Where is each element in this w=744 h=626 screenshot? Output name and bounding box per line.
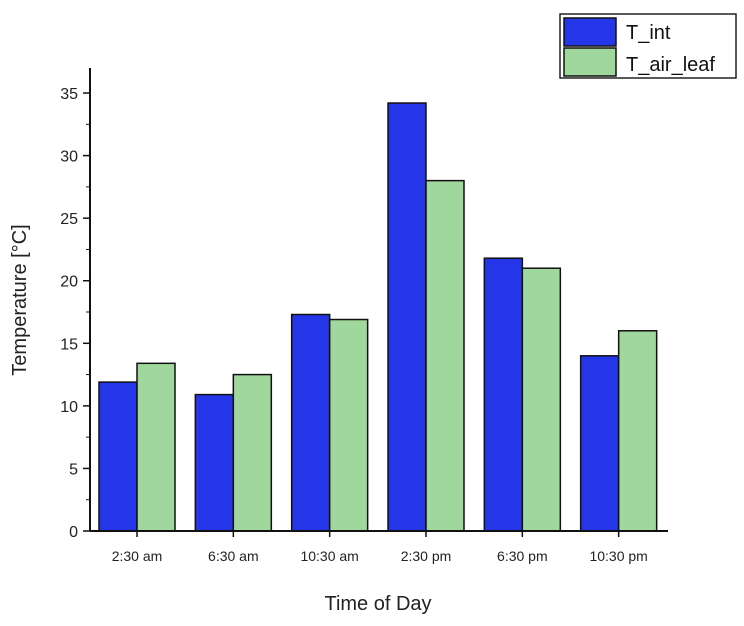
axes-group [89,68,668,532]
bar-t-int-5 [579,355,620,532]
ticks-group: 0 5 10 15 20 25 30 35 2:30 am 6:30 am 10:30 am 2:30… [60,86,648,564]
bar-t-int-0 [98,381,138,532]
y-tick-label-0: 0 [69,524,78,541]
legend-swatch-t-air-leaf [563,47,617,77]
y-tick-label-10: 10 [60,399,78,416]
bar-t-air-leaf-2 [328,318,369,532]
legend-label-t-air-leaf: T_air_leaf [626,54,715,76]
legend-label-t-int: T_int [626,22,671,44]
bars-group [98,102,658,532]
x-axis-title: Time of Day [324,593,431,615]
y-tick-label-30: 30 [60,149,78,166]
bar-t-int-2 [290,313,331,532]
bar-t-air-leaf-4 [521,267,562,532]
x-tick-label-3: 2:30 pm [401,548,452,564]
bar-t-air-leaf-5 [617,330,658,532]
y-axis-title: Temperature [°C] [9,224,31,375]
x-tick-label-2: 10:30 am [300,548,358,564]
x-tick-label-5: 10:30 pm [589,548,647,564]
x-tick-label-4: 6:30 pm [497,548,548,564]
bar-t-air-leaf-3 [425,179,465,532]
x-tick-label-1: 6:30 am [208,548,259,564]
y-tick-label-15: 15 [60,336,78,353]
x-tick-label-0: 2:30 am [112,548,163,564]
bar-t-air-leaf-1 [232,373,273,532]
legend-swatch-t-int [563,17,617,47]
y-tick-label-20: 20 [60,274,78,291]
y-tick-label-5: 5 [69,461,78,478]
y-tick-label-25: 25 [60,211,78,228]
legend: T_int T_air_leaf [559,13,737,79]
bar-t-int-1 [194,393,235,532]
bar-t-int-4 [483,257,524,532]
y-tick-label-35: 35 [60,86,78,103]
bar-t-int-3 [387,102,427,532]
bar-t-air-leaf-0 [136,362,176,532]
